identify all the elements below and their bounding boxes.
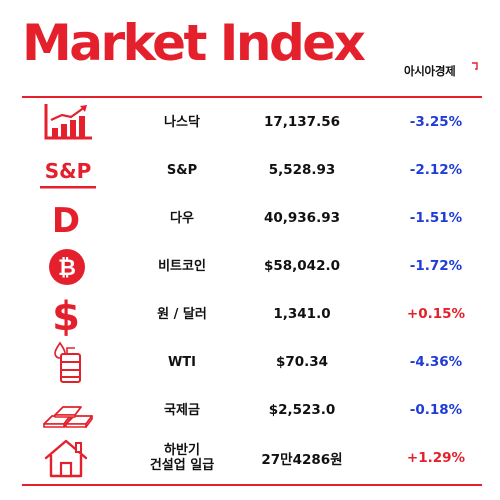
index-change: -1.72% [409,258,463,274]
market-row-dow: D 다우 40,936.93 -1.51% [22,194,482,242]
bar-chart-icon [40,100,96,144]
svg-text:$: $ [52,294,80,336]
index-value: $2,523.0 [268,402,336,418]
index-name: WTI [167,354,197,370]
index-change: -4.36% [409,354,463,370]
index-name: 비트코인 [158,258,206,274]
page-title: Market Index [22,14,366,72]
svg-text:S&P: S&P [45,159,92,183]
market-row-sp: S&P S&P 5,528.93 -2.12% [22,146,482,194]
index-value: 40,936.93 [263,210,340,226]
market-row-gold: 국제금 $2,523.0 -0.18% [22,386,482,434]
index-value: $58,042.0 [263,258,340,274]
index-name: 원 / 달러 [157,306,207,322]
market-row-wti: WTI $70.34 -4.36% [22,338,482,386]
index-value: 5,528.93 [268,162,336,178]
index-change: -0.18% [409,402,463,418]
market-row-krw-usd: $ 원 / 달러 1,341.0 +0.15% [22,290,482,338]
index-name: 국제금 [164,402,200,418]
index-name: 나스닥 [164,114,200,130]
index-value: 17,137.56 [263,114,340,130]
oil-barrel-icon [40,340,96,384]
top-divider [22,96,482,98]
index-name: 하반기 건설업 일급 [149,443,215,473]
index-name: 다우 [170,210,194,226]
bitcoin-icon: ₿ [40,244,96,288]
svg-text:D: D [52,201,80,240]
index-value: 27만4286원 [261,452,343,468]
gold-bars-icon [40,388,96,432]
index-value: $70.34 [275,354,329,370]
header: Market Index 아시아경제 [0,0,500,96]
market-row-bitcoin: ₿ 비트코인 $58,042.0 -1.72% [22,242,482,290]
index-change: -1.51% [409,210,463,226]
index-change: +0.15% [406,306,466,322]
svg-text:₿: ₿ [58,256,76,281]
index-change: -3.25% [409,114,463,130]
index-change: +1.29% [406,450,466,466]
dow-d-icon: D [40,196,96,240]
index-change: -2.12% [409,162,463,178]
sp-logo-icon: S&P [40,148,96,192]
brand-mark-icon [472,62,478,70]
house-icon [40,436,96,480]
brand-logo-text: 아시아경제 [404,64,456,78]
index-value: 1,341.0 [273,306,331,322]
market-row-nasdaq: 나스닥 17,137.56 -3.25% [22,98,482,146]
dollar-sign-icon: $ [40,292,96,336]
market-row-construction-wage: 하반기 건설업 일급 27만4286원 +1.29% [22,434,482,482]
index-name: S&P [166,162,198,178]
bottom-divider [22,484,482,486]
